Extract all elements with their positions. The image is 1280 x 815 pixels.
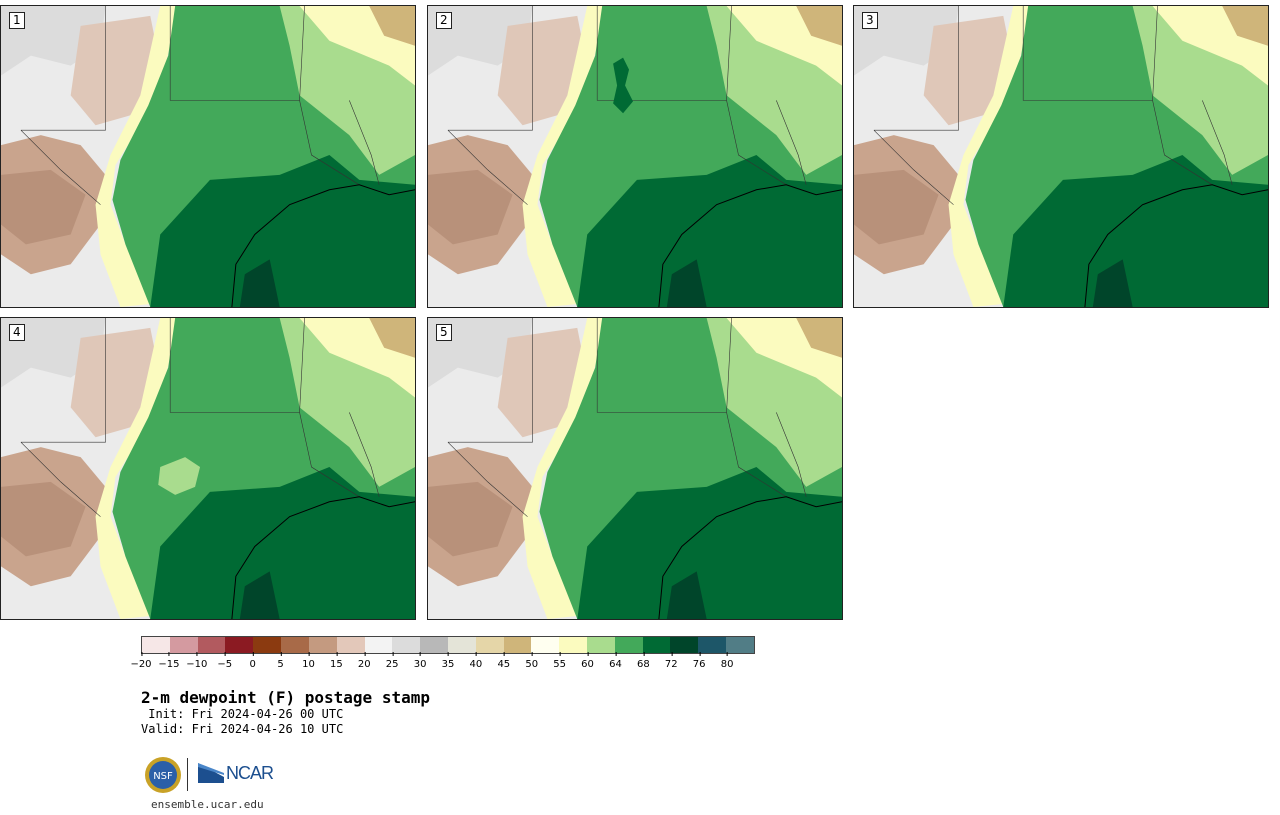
colorbar-tick-label: 55 <box>553 652 566 670</box>
map-panel-3: 3 <box>853 5 1269 308</box>
dewpoint-map-5 <box>428 318 842 619</box>
colorbar-tick-label: 80 <box>721 652 733 670</box>
panel-number-label: 3 <box>862 12 878 29</box>
panel-number-label: 1 <box>9 12 25 29</box>
colorbar-swatch <box>392 637 421 653</box>
panel-number-label: 5 <box>436 324 452 341</box>
dewpoint-map-3 <box>854 6 1268 307</box>
colorbar <box>141 636 755 654</box>
colorbar-tick-label: 60 <box>581 652 594 670</box>
chart-title: 2-m dewpoint (F) postage stamp <box>141 688 430 707</box>
logo-separator <box>187 758 188 791</box>
colorbar-tick-label: 15 <box>330 652 343 670</box>
colorbar-swatch <box>503 637 532 653</box>
ncar-logo: NCAR <box>198 762 274 784</box>
colorbar-tick-label: 68 <box>637 652 650 670</box>
colorbar-swatch <box>364 637 393 653</box>
colorbar-swatch <box>475 637 504 653</box>
colorbar-tick-label: −20 <box>130 652 152 670</box>
colorbar-tick-label: 45 <box>497 652 510 670</box>
valid-time: Valid: Fri 2024-04-26 10 UTC <box>141 722 344 736</box>
colorbar-swatch <box>698 637 727 653</box>
colorbar-swatch <box>559 637 587 653</box>
colorbar-swatch <box>642 637 671 653</box>
nsf-logo-icon: NSF <box>145 757 181 793</box>
colorbar-swatch <box>420 637 448 653</box>
colorbar-tick-label: −10 <box>186 652 207 670</box>
colorbar-ticks: −20 −15 −10 −5 0 5 10 15 20 25 30 35 40 45 50 55 60 64 68 7… <box>130 652 755 674</box>
map-panel-5: 5 <box>427 317 843 620</box>
init-time: Init: Fri 2024-04-26 00 UTC <box>141 707 344 721</box>
colorbar-swatch <box>531 637 560 653</box>
ncar-logo-icon <box>198 763 224 783</box>
colorbar-swatch <box>587 637 615 653</box>
colorbar-tick-label: 25 <box>386 652 399 670</box>
ncar-logo-text: NCAR <box>226 762 274 783</box>
colorbar-swatch <box>225 637 254 653</box>
colorbar-tick-label: 40 <box>470 652 482 670</box>
dewpoint-map-4 <box>1 318 415 619</box>
colorbar-tick-label: 64 <box>609 652 622 670</box>
colorbar-swatch <box>197 637 226 653</box>
colorbar-swatch <box>447 637 476 653</box>
colorbar-swatch <box>614 637 643 653</box>
panel-number-label: 2 <box>436 12 452 29</box>
colorbar-tick-label: 30 <box>414 652 426 670</box>
map-panel-2: 2 <box>427 5 843 308</box>
colorbar-swatch <box>308 637 337 653</box>
colorbar-tick-label: 0 <box>249 652 256 670</box>
map-panel-4: 4 <box>0 317 416 620</box>
colorbar-swatch <box>253 637 282 653</box>
colorbar-swatch <box>726 637 754 653</box>
colorbar-tick-label: 10 <box>302 652 315 670</box>
colorbar-tick-label: 72 <box>665 652 678 670</box>
colorbar-tick-label: −15 <box>158 652 179 670</box>
colorbar-swatch <box>169 637 198 653</box>
colorbar-tick-label: −5 <box>217 652 232 670</box>
website-text: ensemble.ucar.edu <box>151 798 264 811</box>
colorbar-tick-label: 76 <box>693 652 706 670</box>
map-panel-1: 1 <box>0 5 416 308</box>
svg-text:NSF: NSF <box>153 771 173 782</box>
panel-number-label: 4 <box>9 324 25 341</box>
dewpoint-map-1 <box>1 6 415 307</box>
colorbar-tick-label: 5 <box>277 652 284 670</box>
colorbar-swatch <box>670 637 699 653</box>
colorbar-swatch <box>142 637 170 653</box>
colorbar-tick-label: 35 <box>442 652 454 670</box>
colorbar-tick-label: 20 <box>358 652 371 670</box>
dewpoint-map-2 <box>428 6 842 307</box>
colorbar-swatch <box>281 637 309 653</box>
colorbar-tick-label: 50 <box>525 652 538 670</box>
colorbar-swatch <box>336 637 365 653</box>
